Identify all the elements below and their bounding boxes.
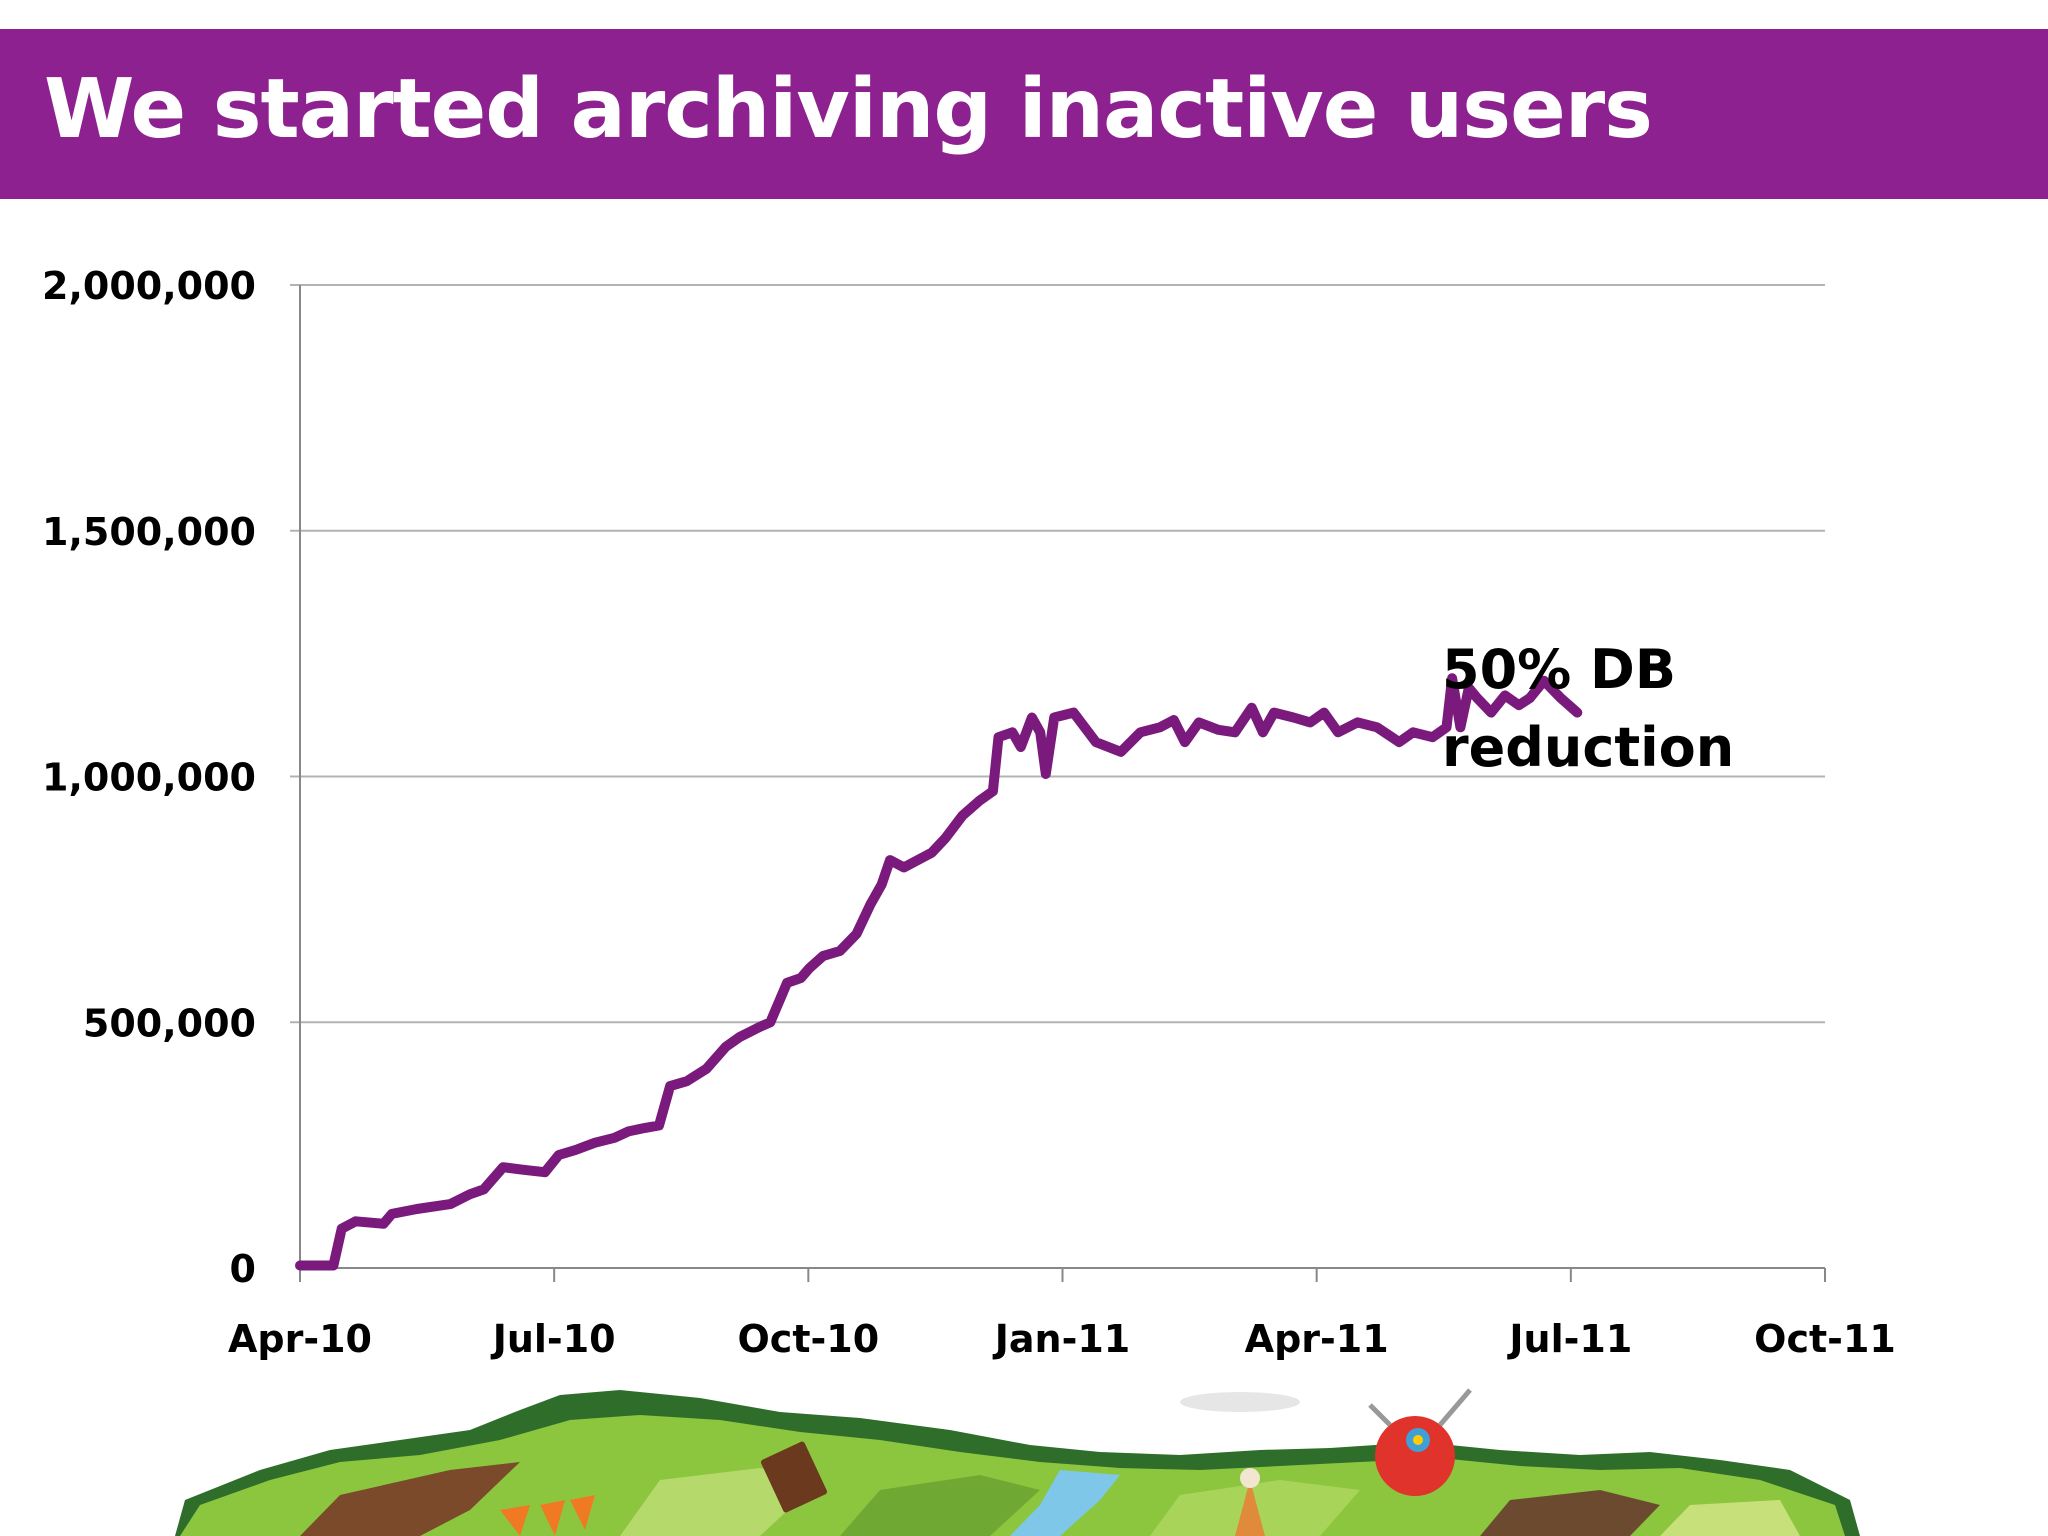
landscape-illustration <box>0 0 2048 1536</box>
